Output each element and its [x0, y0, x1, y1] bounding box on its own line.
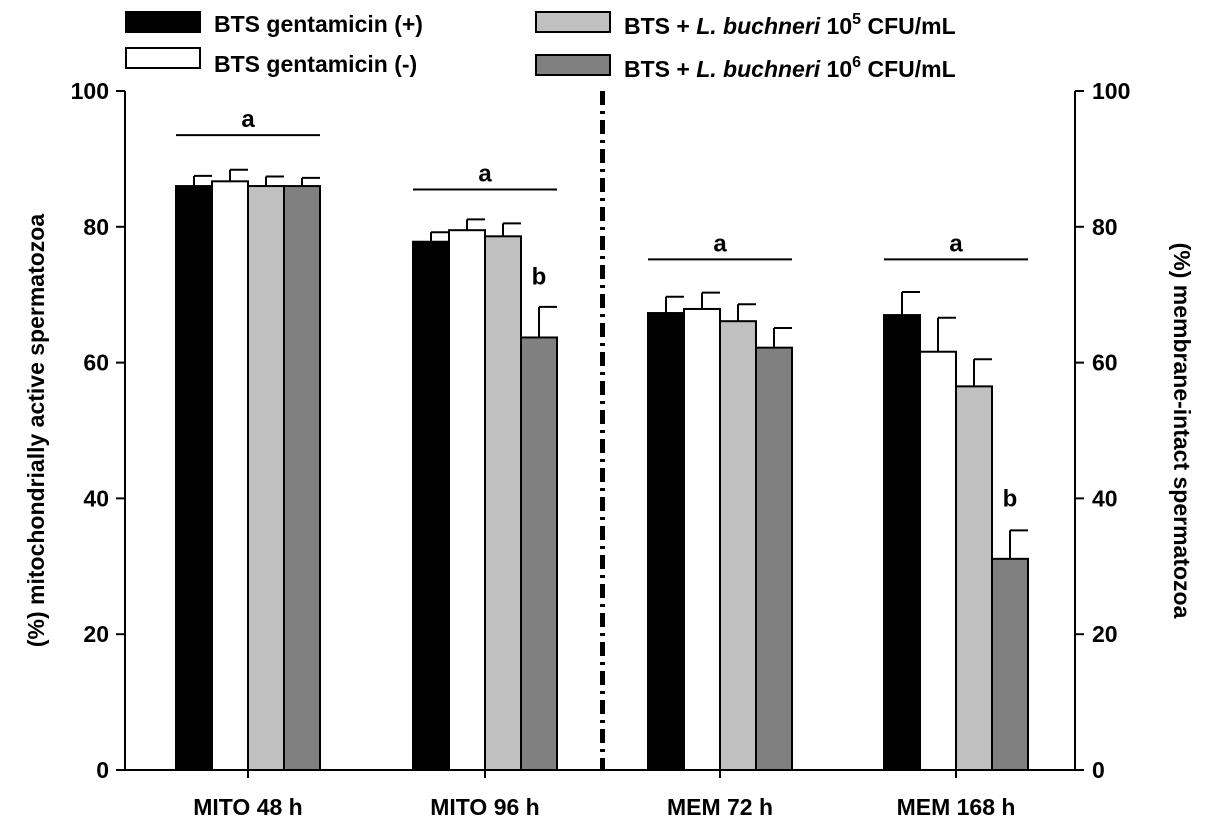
legend-label-part: CFU/mL — [861, 56, 956, 82]
y-tick-label: 20 — [1092, 621, 1118, 647]
legend-label-part: 10 — [820, 56, 852, 82]
y-axis-right: 0 20 40 60 80 100 (%) membrane-intact spermato… — [1074, 78, 1195, 783]
legend-label: BTS gentamicin (+) — [214, 11, 423, 37]
legend-label-italic: L. buchneri — [696, 56, 821, 82]
legend-label-part: BTS + — [624, 13, 696, 39]
bar — [484, 235, 522, 771]
y-axis-right-title: (%) membrane-intact spermatozoa — [1169, 243, 1195, 619]
significance-letter: b — [532, 264, 547, 291]
legend-label-part: 10 — [820, 13, 852, 39]
x-tick-label: MITO 48 h — [193, 794, 303, 820]
bar — [719, 320, 757, 771]
legend-label: BTS gentamicin (-) — [214, 51, 417, 77]
significance-letter: b — [1003, 486, 1018, 513]
legend-label: BTS + L. buchneri 105 CFU/mL — [624, 11, 956, 39]
bar — [919, 350, 957, 771]
legend-label-superscript: 5 — [852, 11, 861, 28]
x-axis: MITO 48 h MITO 96 h MEM 72 h MEM 168 h — [125, 769, 1075, 820]
legend-label: BTS + L. buchneri 106 CFU/mL — [624, 54, 956, 82]
bar — [448, 229, 486, 771]
significance-letter: a — [478, 160, 492, 187]
legend: BTS gentamicin (+) BTS gentamicin (-) BTS … — [125, 11, 956, 82]
legend-swatch — [125, 47, 201, 69]
bar — [175, 185, 213, 771]
y-tick-label: 40 — [1092, 485, 1118, 511]
bar — [883, 314, 921, 771]
bar — [520, 336, 558, 771]
significance-letter: a — [713, 230, 727, 257]
legend-swatch — [125, 11, 201, 33]
x-tick-label: MEM 168 h — [897, 794, 1016, 820]
bar — [247, 185, 285, 771]
significance-letter: a — [241, 106, 255, 133]
significance-letter: a — [949, 230, 963, 257]
y-tick-label: 100 — [1092, 78, 1130, 104]
y-tick-label: 60 — [83, 350, 109, 376]
y-tick-label: 40 — [83, 485, 109, 511]
x-tick-label: MEM 72 h — [667, 794, 773, 820]
legend-swatch — [535, 54, 611, 76]
legend-label-part: BTS + — [624, 56, 696, 82]
bar — [755, 346, 793, 771]
legend-label-part: CFU/mL — [861, 13, 956, 39]
bar — [647, 312, 685, 771]
y-axis-left-title: (%) mitochondrially active spermatozoa — [23, 214, 49, 647]
y-tick-label: 60 — [1092, 350, 1118, 376]
plot-area: a a b a a b — [175, 91, 1029, 772]
y-axis-left: 0 20 40 60 80 100 (%) mitochondrially active s… — [23, 78, 126, 783]
y-tick-label: 100 — [71, 78, 109, 104]
bar — [955, 385, 993, 771]
bar — [412, 240, 450, 772]
y-tick-label: 80 — [83, 214, 109, 240]
legend-swatch — [535, 11, 611, 33]
legend-label-italic: L. buchneri — [696, 13, 821, 39]
x-tick-label: MITO 96 h — [430, 794, 540, 820]
y-tick-label: 80 — [1092, 214, 1118, 240]
bar — [683, 307, 721, 771]
bar — [283, 185, 321, 771]
y-tick-label: 0 — [1092, 757, 1105, 783]
legend-label-superscript: 6 — [852, 54, 861, 71]
y-tick-label: 20 — [83, 621, 109, 647]
bar — [211, 180, 249, 771]
y-tick-label: 0 — [96, 757, 109, 783]
bar — [991, 557, 1029, 771]
